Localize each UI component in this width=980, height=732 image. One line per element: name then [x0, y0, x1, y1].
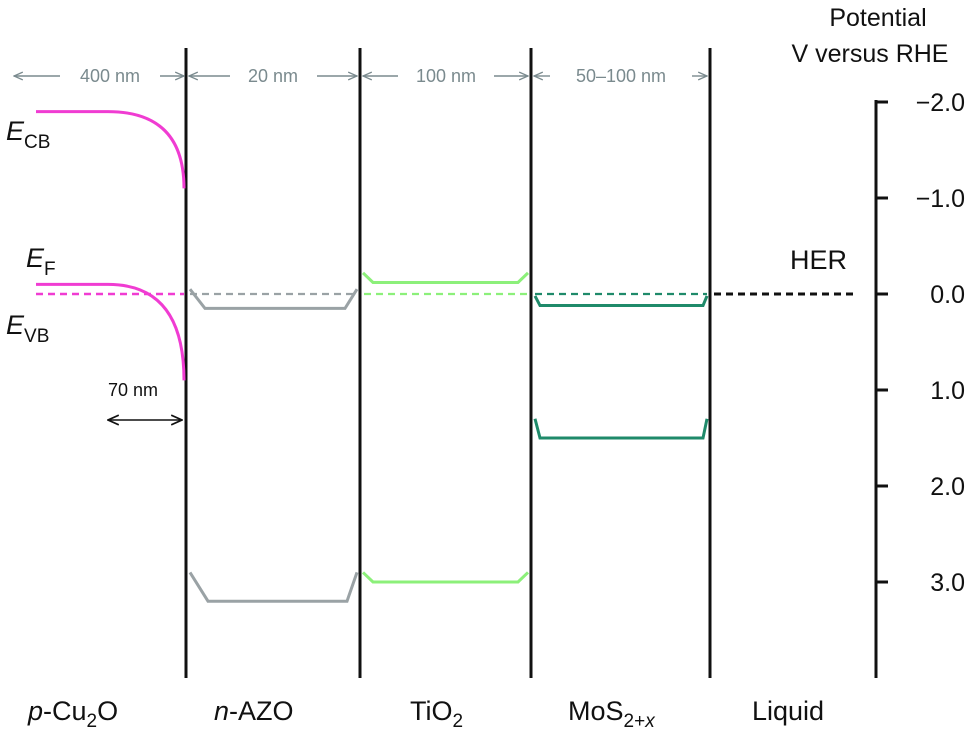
axis-title-line2: V versus RHE: [792, 40, 949, 68]
axis-ticks: −2.0 −1.0 0.0 1.0 2.0 3.0: [876, 89, 965, 597]
cu2o-bands: [36, 110, 186, 381]
potential-axis: Potential V versus RHE −2.0 −1.0 0.0 1.0 2.0…: [792, 4, 965, 678]
thickness-label-cu2o: 400 nm: [80, 66, 140, 86]
axis-title-line1: Potential: [829, 4, 926, 32]
her-label: HER: [790, 245, 847, 275]
axis-tick-label-3: 1.0: [930, 377, 965, 405]
layer-name-liquid: Liquid: [752, 696, 824, 726]
tio2-valence-band: [361, 571, 530, 584]
layer-names: p-Cu2O n-AZO TiO2 MoS2+x Liquid: [27, 696, 824, 732]
axis-tick-label-4: 2.0: [930, 473, 965, 501]
axis-tick-label-0: −2.0: [916, 89, 965, 117]
tio2-conduction-band: [361, 271, 530, 284]
mos2-bands: [533, 292, 709, 440]
thickness-label-mos2: 50–100 nm: [576, 66, 666, 86]
cu2o-conduction-band: [36, 110, 186, 189]
layer-name-tio2: TiO2: [410, 696, 463, 732]
mos2-valence-band: [533, 418, 709, 440]
azo-conduction-band: [188, 288, 359, 310]
depletion-label: 70 nm: [108, 380, 158, 400]
thickness-azo: 20 nm: [189, 66, 357, 86]
tio2-bands: [361, 271, 530, 584]
axis-tick-label-1: −1.0: [916, 185, 965, 213]
thickness-label-tio2: 100 nm: [416, 66, 476, 86]
azo-valence-band: [188, 571, 359, 603]
mos2-conduction-band: [533, 295, 709, 308]
ecb-label: ECB: [6, 116, 50, 153]
axis-tick-label-2: 0.0: [930, 281, 965, 309]
ef-label: EF: [26, 243, 56, 280]
evb-label: EVB: [6, 310, 49, 347]
thickness-indicators: 400 nm 20 nm 100 nm 50–100 nm: [14, 66, 707, 86]
thickness-mos2: 50–100 nm: [534, 66, 707, 86]
layer-name-cu2o: p-Cu2O: [27, 696, 118, 732]
layer-name-mos2: MoS2+x: [568, 696, 656, 732]
axis-tick-label-5: 3.0: [930, 569, 965, 597]
thickness-label-azo: 20 nm: [248, 66, 298, 86]
thickness-cu2o: 400 nm: [14, 66, 184, 86]
layer-boundaries: [184, 48, 712, 678]
depletion-width: 70 nm: [108, 380, 182, 420]
cu2o-valence-band: [36, 282, 186, 381]
azo-bands: [188, 288, 359, 603]
thickness-tio2: 100 nm: [363, 66, 528, 86]
layer-name-azo: n-AZO: [214, 696, 294, 726]
